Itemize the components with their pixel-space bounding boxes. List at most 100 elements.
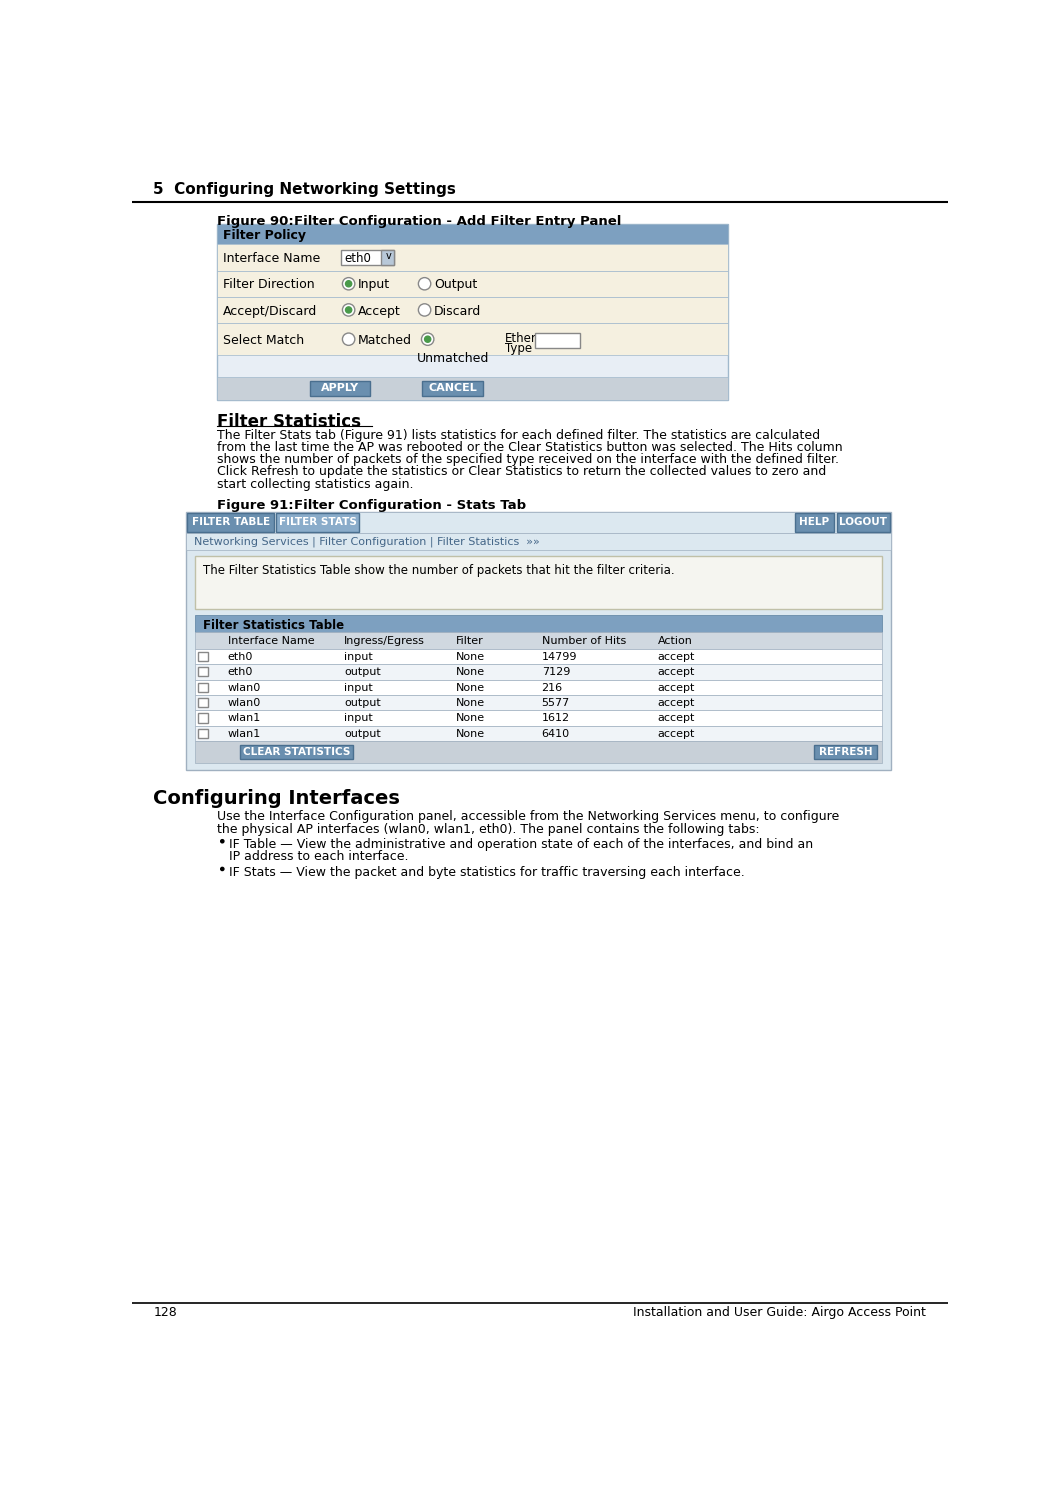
Bar bbox=[341, 249, 394, 266]
Text: Output: Output bbox=[434, 279, 477, 291]
Text: input: input bbox=[344, 713, 373, 724]
Bar bbox=[195, 664, 881, 679]
Text: accept: accept bbox=[658, 652, 695, 662]
Text: shows the number of packets of the specified type received on the interface with: shows the number of packets of the speci… bbox=[217, 454, 839, 466]
Text: The Filter Statistics Table show the number of packets that hit the filter crite: The Filter Statistics Table show the num… bbox=[203, 564, 675, 577]
Text: 5577: 5577 bbox=[541, 698, 570, 709]
Text: CANCEL: CANCEL bbox=[429, 383, 477, 394]
Text: accept: accept bbox=[658, 728, 695, 739]
Text: Interface Name: Interface Name bbox=[223, 252, 320, 266]
Circle shape bbox=[418, 278, 431, 289]
Bar bbox=[422, 380, 482, 397]
Bar bbox=[195, 742, 881, 762]
Bar bbox=[195, 615, 881, 631]
Bar bbox=[195, 679, 881, 695]
Bar bbox=[195, 557, 881, 609]
Text: None: None bbox=[456, 683, 485, 692]
Text: accept: accept bbox=[658, 698, 695, 709]
Text: eth0: eth0 bbox=[344, 252, 371, 266]
Text: eth0: eth0 bbox=[227, 667, 253, 677]
Text: accept: accept bbox=[658, 713, 695, 724]
Text: output: output bbox=[344, 728, 381, 739]
Text: LOGOUT: LOGOUT bbox=[839, 518, 888, 528]
Bar bbox=[195, 649, 881, 664]
Bar bbox=[198, 713, 207, 722]
Circle shape bbox=[345, 280, 352, 286]
Text: 5  Configuring Networking Settings: 5 Configuring Networking Settings bbox=[154, 182, 456, 197]
Bar bbox=[187, 513, 274, 531]
Text: Action: Action bbox=[658, 636, 693, 646]
Text: Number of Hits: Number of Hits bbox=[541, 636, 625, 646]
Bar bbox=[217, 224, 729, 400]
Bar bbox=[814, 745, 877, 759]
Bar bbox=[217, 245, 729, 270]
Bar bbox=[276, 513, 359, 531]
Text: from the last time the AP was rebooted or the Clear Statistics button was select: from the last time the AP was rebooted o… bbox=[217, 440, 842, 454]
Text: 216: 216 bbox=[541, 683, 562, 692]
Circle shape bbox=[421, 333, 434, 345]
Text: Ether: Ether bbox=[505, 333, 537, 345]
Text: accept: accept bbox=[658, 683, 695, 692]
Bar bbox=[217, 270, 729, 297]
Text: Installation and User Guide: Airgo Access Point: Installation and User Guide: Airgo Acces… bbox=[633, 1307, 926, 1319]
Text: wlan1: wlan1 bbox=[227, 713, 261, 724]
Text: None: None bbox=[456, 713, 485, 724]
Text: Figure 90:: Figure 90: bbox=[217, 215, 294, 228]
Bar bbox=[195, 631, 881, 649]
Text: Select Match: Select Match bbox=[223, 334, 304, 346]
Text: input: input bbox=[344, 652, 373, 662]
Text: FILTER TABLE: FILTER TABLE bbox=[192, 518, 270, 528]
Text: Interface Name: Interface Name bbox=[227, 636, 315, 646]
Text: Ingress/Egress: Ingress/Egress bbox=[344, 636, 424, 646]
Text: IF Table — View the administrative and operation state of each of the interfaces: IF Table — View the administrative and o… bbox=[230, 839, 813, 850]
Text: start collecting statistics again.: start collecting statistics again. bbox=[217, 477, 414, 491]
Bar bbox=[186, 533, 891, 551]
Text: HELP: HELP bbox=[799, 518, 830, 528]
Bar bbox=[198, 667, 207, 676]
Circle shape bbox=[220, 867, 224, 871]
Text: IP address to each interface.: IP address to each interface. bbox=[230, 850, 409, 864]
Circle shape bbox=[418, 304, 431, 316]
Bar bbox=[186, 512, 891, 770]
Text: 7129: 7129 bbox=[541, 667, 570, 677]
Text: wlan0: wlan0 bbox=[227, 683, 261, 692]
Text: Filter: Filter bbox=[456, 636, 484, 646]
Text: APPLY: APPLY bbox=[321, 383, 359, 394]
Circle shape bbox=[342, 333, 355, 345]
Text: The Filter Stats tab (Figure 91) lists statistics for each defined filter. The s: The Filter Stats tab (Figure 91) lists s… bbox=[217, 428, 820, 442]
Bar bbox=[217, 297, 729, 324]
Text: wlan0: wlan0 bbox=[227, 698, 261, 709]
Text: 128: 128 bbox=[154, 1307, 177, 1319]
Bar bbox=[195, 710, 881, 725]
Text: eth0: eth0 bbox=[227, 652, 253, 662]
Bar bbox=[198, 728, 207, 739]
Text: FILTER STATS: FILTER STATS bbox=[279, 518, 357, 528]
Text: Type: Type bbox=[505, 342, 533, 355]
Text: None: None bbox=[456, 698, 485, 709]
Bar bbox=[186, 512, 891, 533]
Bar bbox=[198, 698, 207, 707]
Bar bbox=[535, 333, 579, 349]
Text: Figure 91:: Figure 91: bbox=[217, 500, 294, 512]
Text: wlan1: wlan1 bbox=[227, 728, 261, 739]
Bar bbox=[198, 683, 207, 692]
Text: Accept/Discard: Accept/Discard bbox=[223, 304, 317, 318]
Text: 1612: 1612 bbox=[541, 713, 570, 724]
Bar bbox=[240, 745, 353, 759]
Circle shape bbox=[342, 304, 355, 316]
Circle shape bbox=[345, 307, 352, 313]
Text: v: v bbox=[385, 251, 392, 261]
Circle shape bbox=[342, 278, 355, 289]
Bar bbox=[837, 513, 890, 531]
Text: accept: accept bbox=[658, 667, 695, 677]
Text: Filter Policy: Filter Policy bbox=[223, 230, 306, 242]
Text: None: None bbox=[456, 652, 485, 662]
Text: Discard: Discard bbox=[434, 304, 481, 318]
Text: Configuring Interfaces: Configuring Interfaces bbox=[154, 789, 400, 807]
Bar bbox=[310, 380, 371, 397]
Bar bbox=[217, 224, 729, 245]
Text: output: output bbox=[344, 667, 381, 677]
Text: Filter Configuration - Add Filter Entry Panel: Filter Configuration - Add Filter Entry … bbox=[295, 215, 621, 228]
Text: output: output bbox=[344, 698, 381, 709]
Text: input: input bbox=[344, 683, 373, 692]
